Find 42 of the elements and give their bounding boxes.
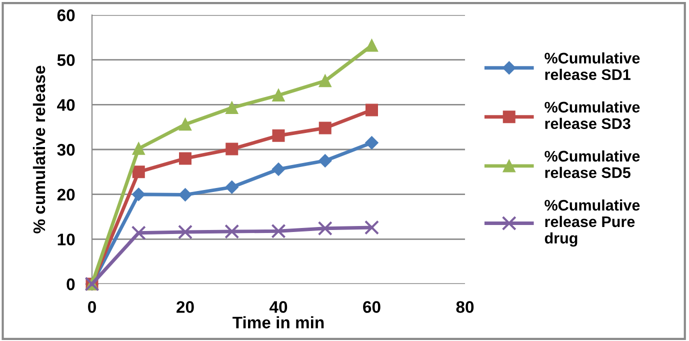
point bbox=[224, 224, 240, 239]
x-tick-label: 20 bbox=[176, 301, 194, 313]
point bbox=[318, 122, 332, 134]
legend-label: %Cumulative release SD1 bbox=[544, 52, 640, 80]
legend-label: %Cumulative release SD3 bbox=[544, 101, 640, 130]
x-tick-label: 80 bbox=[456, 301, 474, 313]
x-tick-label: 0 bbox=[88, 301, 96, 313]
point bbox=[318, 74, 332, 88]
point bbox=[179, 152, 192, 165]
legend-label: %Cumulative release Pure drug bbox=[544, 199, 640, 247]
point bbox=[366, 39, 378, 52]
point bbox=[132, 166, 145, 178]
y-tick-label: 20 bbox=[57, 188, 75, 201]
point bbox=[318, 221, 332, 236]
point bbox=[179, 118, 192, 131]
point bbox=[272, 129, 285, 142]
point bbox=[365, 136, 378, 150]
y-tick-label: 10 bbox=[58, 234, 75, 246]
x-tick-label: 40 bbox=[269, 301, 288, 313]
legend-label: %Cumulative release SD5 bbox=[544, 150, 640, 178]
point bbox=[226, 142, 238, 156]
point bbox=[178, 188, 192, 202]
y-tick-label: 30 bbox=[57, 144, 75, 156]
point bbox=[272, 162, 286, 176]
y-tick-label: 40 bbox=[57, 99, 75, 111]
point bbox=[272, 89, 285, 102]
y-tick-label: 60 bbox=[57, 9, 75, 22]
x-tick-label: 60 bbox=[363, 301, 380, 313]
y-axis-title: % cumulative release bbox=[32, 66, 46, 234]
point bbox=[132, 142, 145, 155]
point bbox=[178, 224, 193, 240]
point bbox=[225, 180, 238, 194]
x-axis-title: Time in min bbox=[232, 316, 324, 328]
y-tick-label: 0 bbox=[66, 278, 75, 290]
point bbox=[226, 102, 238, 114]
point bbox=[131, 226, 146, 240]
point bbox=[132, 188, 146, 201]
point bbox=[366, 104, 378, 116]
point bbox=[318, 154, 332, 168]
y-tick-label: 50 bbox=[57, 54, 75, 66]
point bbox=[271, 224, 286, 238]
point bbox=[364, 220, 380, 235]
